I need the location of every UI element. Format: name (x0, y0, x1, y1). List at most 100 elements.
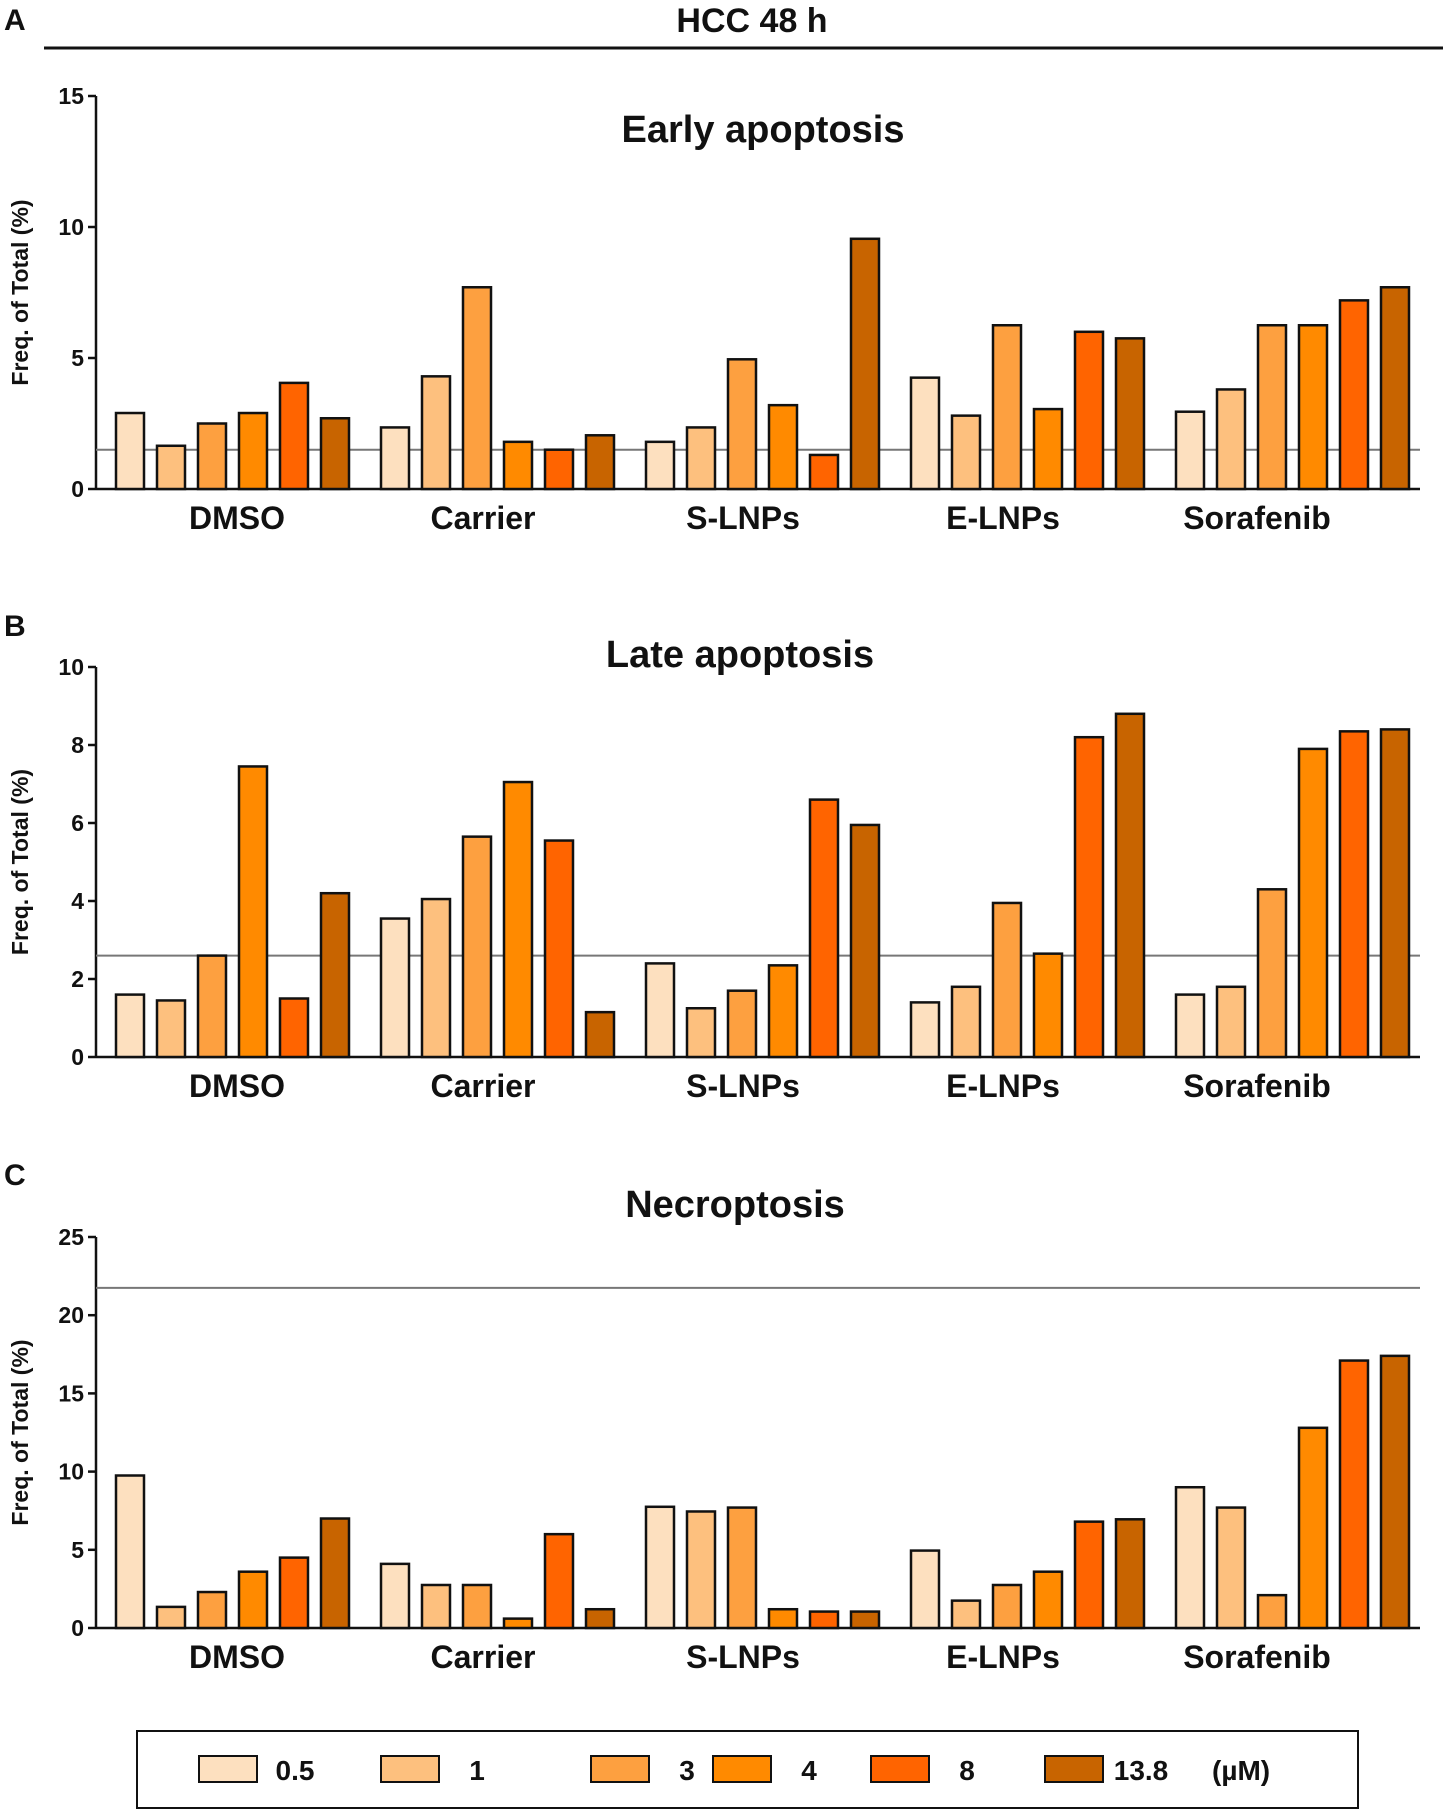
bar-Carrier-0.5 (379, 917, 411, 1059)
y-tick-label: 8 (71, 732, 84, 758)
bar-Sorafenib-3 (1256, 888, 1288, 1059)
bar-DMSO-8 (278, 997, 310, 1059)
bar-E-LNPs-4 (1032, 952, 1064, 1059)
bar-Carrier-8 (543, 448, 575, 491)
bar-S-LNPs-8 (808, 453, 840, 491)
bar-Carrier-1 (420, 1583, 452, 1630)
bar-DMSO-0.5 (114, 993, 146, 1059)
legend-swatch-8 (870, 1755, 930, 1783)
panel-letter: B (4, 610, 26, 643)
panel-A: A Early apoptosis Freq. of Total (%) 0 5 10 15… (4, 4, 1420, 536)
bar-Carrier-3 (461, 1583, 493, 1630)
bar-Carrier-0.5 (379, 426, 411, 491)
y-axis-label: Freq. of Total (%) (7, 769, 33, 955)
x-category-label: Carrier (431, 1639, 536, 1675)
bar-Sorafenib-1 (1215, 985, 1247, 1059)
x-category-label: Sorafenib (1183, 1639, 1331, 1675)
bar-Carrier-0.5 (379, 1562, 411, 1630)
bar-S-LNPs-1 (685, 1007, 717, 1059)
y-tick-label: 6 (71, 810, 84, 836)
bar-Sorafenib-4 (1297, 747, 1329, 1059)
bar-DMSO-8 (278, 1556, 310, 1630)
bar-Carrier-4 (502, 780, 534, 1059)
x-category-label: DMSO (189, 500, 285, 536)
bar-S-LNPs-4 (767, 964, 799, 1059)
legend-label: 8 (959, 1755, 975, 1786)
bar-DMSO-0.5 (114, 411, 146, 491)
x-category-label: E-LNPs (946, 1639, 1060, 1675)
bar-DMSO-4 (237, 411, 269, 491)
y-axis-label: Freq. of Total (%) (7, 199, 33, 385)
bar-E-LNPs-4 (1032, 407, 1064, 491)
bar-DMSO-4 (237, 765, 269, 1059)
bar-E-LNPs-1 (950, 414, 982, 491)
bar-Sorafenib-8 (1338, 1359, 1370, 1630)
x-category-label: Carrier (431, 500, 536, 536)
bar-DMSO-13.8 (319, 417, 351, 491)
bar-Sorafenib-13.8 (1379, 286, 1411, 491)
bar-Sorafenib-0.5 (1174, 993, 1206, 1059)
legend-swatch-0.5 (198, 1755, 258, 1783)
x-category-label: Sorafenib (1183, 500, 1331, 536)
bar-E-LNPs-4 (1032, 1570, 1064, 1630)
bar-DMSO-0.5 (114, 1474, 146, 1630)
y-tick-label: 5 (71, 345, 84, 371)
legend-label: 13.8 (1114, 1755, 1169, 1786)
bar-DMSO-1 (155, 1605, 187, 1630)
legend-unit: (µM) (1212, 1755, 1270, 1786)
bar-Carrier-13.8 (584, 1607, 616, 1630)
bar-E-LNPs-3 (991, 1583, 1023, 1630)
bar-S-LNPs-0.5 (644, 962, 676, 1059)
y-tick-label: 4 (71, 888, 84, 914)
legend-label: 1 (469, 1755, 485, 1786)
bar-Sorafenib-1 (1215, 1506, 1247, 1630)
legend: 0.5 1 3 4 8 13.8 (µM) (136, 1730, 1359, 1809)
legend-swatch-3 (590, 1755, 650, 1783)
bar-S-LNPs-8 (808, 798, 840, 1059)
bar-S-LNPs-0.5 (644, 440, 676, 491)
y-tick-label: 15 (58, 83, 84, 109)
bar-Sorafenib-0.5 (1174, 1485, 1206, 1630)
y-tick-label: 0 (71, 476, 84, 502)
bar-S-LNPs-4 (767, 403, 799, 491)
bar-Carrier-8 (543, 1532, 575, 1630)
bar-E-LNPs-8 (1073, 735, 1105, 1059)
x-category-label: E-LNPs (946, 500, 1060, 536)
bar-DMSO-3 (196, 954, 228, 1059)
bar-Sorafenib-4 (1297, 1426, 1329, 1630)
legend-swatch-4 (712, 1755, 772, 1783)
bar-Carrier-8 (543, 839, 575, 1059)
bar-Sorafenib-13.8 (1379, 1354, 1411, 1630)
y-tick-label: 5 (71, 1537, 84, 1563)
bar-E-LNPs-13.8 (1114, 712, 1146, 1059)
bar-E-LNPs-8 (1073, 1520, 1105, 1630)
x-category-label: S-LNPs (686, 500, 800, 536)
panel-letter: C (4, 1159, 26, 1192)
y-axis-label: Freq. of Total (%) (7, 1339, 33, 1525)
panel-letter: A (4, 4, 26, 37)
bar-DMSO-8 (278, 381, 310, 491)
bar-S-LNPs-13.8 (849, 1610, 881, 1630)
bar-S-LNPs-13.8 (849, 237, 881, 491)
bar-S-LNPs-4 (767, 1607, 799, 1630)
bar-Sorafenib-3 (1256, 324, 1288, 491)
bar-S-LNPs-8 (808, 1610, 840, 1630)
bar-E-LNPs-0.5 (909, 376, 941, 491)
bar-E-LNPs-0.5 (909, 1001, 941, 1059)
x-category-label: S-LNPs (686, 1068, 800, 1104)
bar-Carrier-13.8 (584, 434, 616, 491)
bar-Carrier-4 (502, 1617, 534, 1630)
bar-E-LNPs-1 (950, 1599, 982, 1630)
legend-label: 4 (801, 1755, 817, 1786)
bar-Sorafenib-13.8 (1379, 728, 1411, 1059)
bar-E-LNPs-13.8 (1114, 1518, 1146, 1630)
bar-Carrier-13.8 (584, 1010, 616, 1059)
x-category-label: DMSO (189, 1068, 285, 1104)
figure-title: HCC 48 h (676, 2, 827, 40)
legend-swatch-1 (380, 1755, 440, 1783)
bar-Carrier-3 (461, 835, 493, 1059)
bar-Sorafenib-8 (1338, 730, 1370, 1059)
y-tick-label: 15 (58, 1380, 84, 1406)
bar-Carrier-4 (502, 440, 534, 491)
